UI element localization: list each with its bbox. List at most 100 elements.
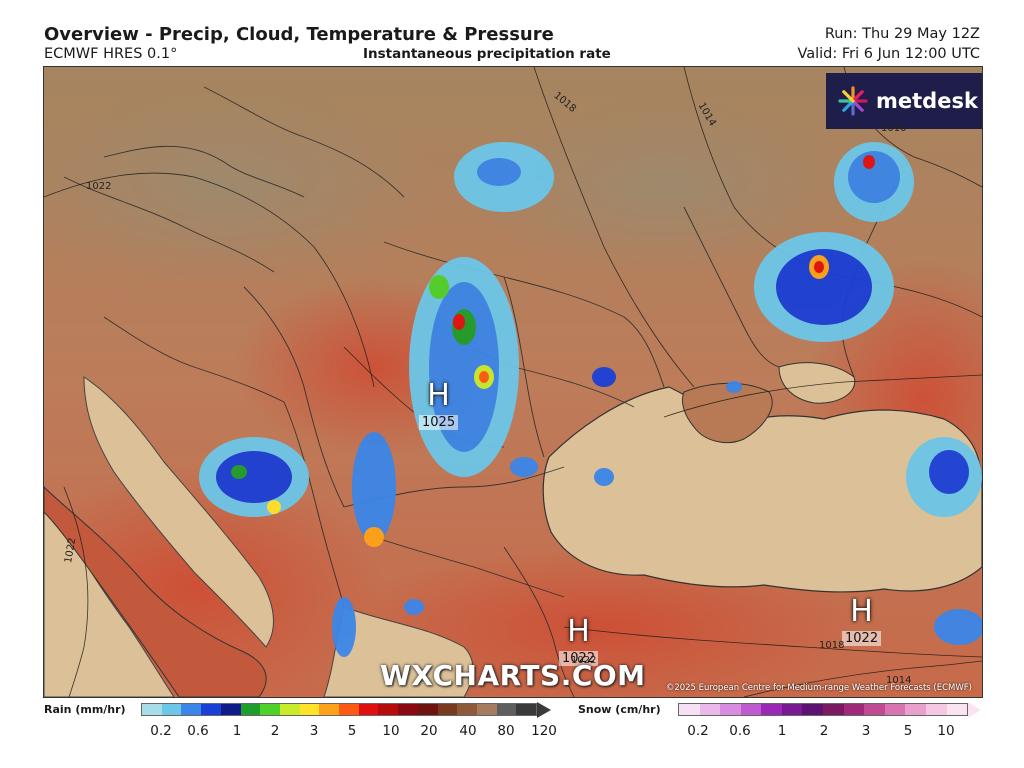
rain-swatch: [142, 704, 162, 715]
rain-swatch: [279, 704, 300, 715]
model-label: ECMWF HRES 0.1°: [44, 46, 178, 62]
rain-tick-label: 1: [232, 723, 242, 739]
pressure-center-value: 1022: [842, 631, 882, 646]
rain-swatch: [201, 704, 221, 715]
metdesk-logo[interactable]: metdesk: [826, 73, 982, 129]
rain-cell-heavy: [929, 450, 969, 494]
rain-swatch: [220, 704, 241, 715]
rain-swatch: [181, 704, 202, 715]
snow-swatch: [925, 704, 947, 715]
snow-swatch: [679, 704, 700, 715]
rain-swatch: [417, 704, 438, 715]
snow-swatch: [946, 704, 968, 715]
snow-swatch: [864, 704, 885, 715]
snow-tick-label: 1: [777, 723, 787, 739]
adriatic-sea: [83, 376, 274, 648]
rain-tick-label: 2: [270, 723, 280, 739]
rain-cell-light: [594, 468, 614, 486]
rain-swatch: [398, 704, 418, 715]
rain-swatch: [378, 704, 399, 715]
snow-tick-label: 10: [937, 723, 955, 739]
metdesk-logo-text: metdesk: [876, 89, 978, 113]
rain-tick-label: 80: [497, 723, 515, 739]
aegean-sea: [323, 606, 474, 697]
isobar-label: 1022: [86, 181, 112, 192]
pressure-center-value: 1025: [419, 415, 459, 430]
rain-cell-heavy: [592, 367, 616, 387]
rain-tick-label: 3: [309, 723, 319, 739]
snow-swatch: [761, 704, 782, 715]
rain-cell-heavy: [216, 451, 292, 503]
snow-tick-label: 5: [903, 723, 913, 739]
rain-cell-core: [267, 500, 281, 514]
rain-cell-light: [510, 457, 538, 477]
snow-tick-label: 0.2: [687, 723, 709, 739]
snow-legend-label: Snow (cm/hr): [578, 703, 661, 716]
watermark: WXCHARTS.COM: [380, 659, 646, 692]
pressure-center-high: H 1025: [419, 378, 459, 430]
rain-cell-core: [364, 527, 384, 547]
rain-tick-label: 20: [420, 723, 438, 739]
rain-cell-core: [429, 275, 449, 299]
rain-tick-label: 10: [382, 723, 400, 739]
pressure-center-high: H 1022: [559, 614, 599, 666]
snow-color-bar: [678, 703, 968, 716]
weather-map[interactable]: metdesk H 1025 H 1022 H 1022 1022 1018 1…: [43, 66, 983, 698]
rain-bar-arrow: [537, 702, 551, 718]
snow-swatch: [823, 704, 844, 715]
pressure-center-letter: H: [850, 594, 873, 629]
snow-swatch: [843, 704, 865, 715]
rain-cell-light: [332, 597, 356, 657]
map-canvas: [44, 67, 982, 697]
pressure-center-letter: H: [427, 378, 450, 413]
chart-title: Overview - Precip, Cloud, Temperature & …: [44, 24, 554, 45]
rain-cell-heavy: [477, 158, 521, 186]
rain-cell-heavy: [848, 151, 900, 203]
snow-tick-label: 0.6: [729, 723, 751, 739]
pressure-center-letter: H: [567, 614, 590, 649]
rain-swatch: [496, 704, 517, 715]
rain-tick-label: 120: [531, 723, 557, 739]
pressure-center-value: 1022: [559, 651, 599, 666]
rain-swatch: [299, 704, 320, 715]
isobar-label: 1022: [571, 655, 597, 666]
snow-tick-label: 3: [861, 723, 871, 739]
rain-tick-label: 5: [347, 723, 357, 739]
rain-cell-intense: [479, 371, 489, 383]
run-time: Run: Thu 29 May 12Z: [824, 26, 980, 42]
rain-tick-label: 40: [459, 723, 477, 739]
rain-cell-light: [404, 599, 424, 615]
rain-swatch: [358, 704, 379, 715]
snow-swatch: [884, 704, 906, 715]
italy-peninsula: [44, 486, 267, 697]
rain-swatch: [260, 704, 280, 715]
metdesk-logo-icon: [838, 86, 868, 116]
rain-swatch: [339, 704, 359, 715]
copyright-notice: ©2025 European Centre for Medium-range W…: [665, 683, 972, 693]
snow-swatch: [905, 704, 926, 715]
rain-cell-intense: [453, 314, 465, 330]
rain-cell-intense: [863, 155, 875, 169]
snow-ticks: 0.2 0.6 1 2 3 5 10: [678, 723, 968, 739]
rain-swatch: [437, 704, 458, 715]
isobar-label: 1014: [886, 675, 912, 686]
valid-time: Valid: Fri 6 Jun 12:00 UTC: [797, 46, 980, 62]
snow-bar-arrow: [968, 702, 981, 718]
rain-swatch: [240, 704, 261, 715]
rain-cell-heavy: [429, 282, 499, 452]
rain-swatch: [516, 704, 537, 715]
isobar-label: 1018: [819, 640, 845, 651]
rain-tick-label: 0.2: [150, 723, 172, 739]
rain-color-bar: [141, 703, 537, 716]
sea-of-azov: [778, 362, 856, 404]
rain-cell-light: [726, 381, 742, 393]
cool-zone: [464, 97, 864, 277]
snow-swatch: [802, 704, 824, 715]
rain-cell-intense: [814, 261, 824, 273]
rain-cell-heavy: [352, 432, 396, 542]
rain-cell-heavy: [776, 249, 872, 325]
rain-cell-core: [231, 465, 247, 479]
rain-cell-light: [934, 609, 982, 645]
rain-swatch: [476, 704, 497, 715]
rain-ticks: 0.2 0.6 1 2 3 5 10 20 40 80 120: [141, 723, 557, 739]
